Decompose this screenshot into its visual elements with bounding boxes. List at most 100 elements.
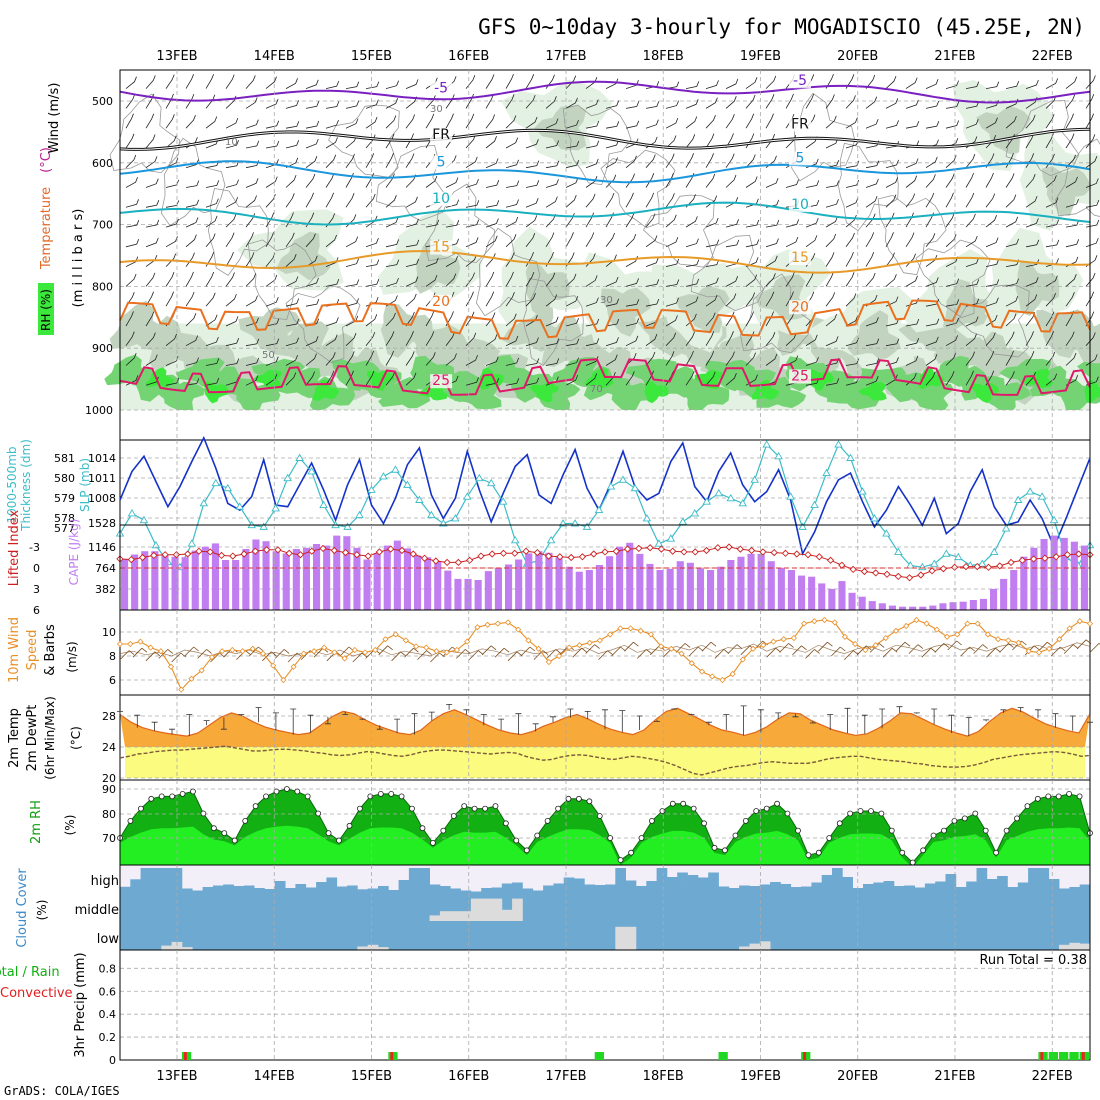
wind-barb [965, 370, 974, 386]
label-bg [789, 198, 811, 213]
wind-barb [965, 351, 975, 366]
precip-tick: 0.2 [99, 1031, 117, 1044]
wind-barb [1085, 178, 1099, 188]
rh-point [200, 810, 207, 817]
li-point [1018, 556, 1026, 564]
isotherm-label: 20 [791, 299, 809, 315]
wind-barb [745, 219, 760, 228]
wind-barb [745, 77, 758, 89]
cloud-level-label: high [91, 874, 119, 889]
wind-speed-point [1025, 648, 1032, 655]
wind-speed-point [219, 648, 226, 655]
wind-barb [285, 254, 297, 267]
wind-speed-point [811, 618, 818, 625]
wind-barb [925, 277, 939, 287]
wind-barb [766, 647, 781, 658]
wind-barb [345, 81, 360, 89]
wind-barb [185, 357, 199, 366]
wind-barb [185, 180, 200, 188]
wind-barb [325, 317, 339, 327]
wind-barb [245, 295, 258, 307]
max-temp-whisker [1035, 709, 1041, 719]
wind-barb [165, 377, 180, 386]
li-point [872, 569, 880, 577]
rh-point [419, 825, 426, 832]
wind-barb [845, 117, 858, 129]
li-point [770, 548, 778, 557]
wind-speed-point [668, 645, 675, 652]
wind-barb [445, 199, 460, 208]
wind-barb [505, 234, 517, 248]
rh-point [221, 830, 228, 836]
wind-barb [305, 138, 319, 149]
wind-barb [265, 232, 274, 248]
cape-axis-label: CAPE (J/kg) [67, 519, 81, 586]
wind-barb [405, 351, 415, 366]
thickness-point [427, 510, 436, 519]
wind-barb [265, 140, 280, 149]
wind-barb [525, 94, 536, 109]
wind-barb [605, 78, 619, 89]
li-point [691, 548, 699, 556]
li-point [330, 546, 338, 555]
wind-barb [265, 274, 278, 287]
isotherm-label: 20 [432, 294, 450, 310]
thickness-point [235, 502, 245, 510]
wind-speed-point [831, 619, 838, 626]
cloud-middle-bar [501, 909, 513, 921]
cape-bar [393, 540, 401, 610]
wind-barb [505, 271, 514, 287]
dewpoint-line [119, 745, 1091, 776]
cloud-middle-bar [470, 898, 482, 921]
max-temp-whisker [983, 719, 990, 722]
wind-barb [705, 371, 716, 386]
li-point [432, 557, 440, 565]
isotherm-line [119, 80, 1091, 104]
wind-barb [265, 297, 279, 307]
cloud-high-bar [408, 868, 420, 893]
rh-point [429, 840, 436, 846]
wind-barb [885, 252, 895, 267]
wind-speed-point [280, 676, 287, 684]
wind-barb [905, 253, 916, 267]
wind-barb [665, 258, 680, 267]
wind-barb [925, 192, 935, 208]
thickness-point [211, 478, 221, 487]
wind-barb [985, 215, 997, 228]
wind-barb [305, 192, 314, 208]
wind-barb [947, 640, 962, 651]
wind-barb [745, 176, 758, 188]
thickness-point [187, 539, 197, 547]
li-point [725, 543, 733, 551]
wind-barb [1025, 259, 1040, 267]
wind-barb [805, 180, 820, 188]
precip-tick: 0.4 [99, 1008, 117, 1021]
li-point [680, 548, 688, 556]
cape-bar [484, 571, 492, 610]
cloud-middle-bar [439, 911, 451, 921]
wind-barb [625, 212, 635, 228]
temp-axis-label: Temperature [39, 187, 54, 270]
wind-barb [625, 278, 639, 287]
li-point [702, 546, 711, 555]
wind-barb [225, 196, 239, 208]
wind-barb [185, 234, 197, 248]
cloud-high-bar [347, 885, 358, 893]
wind-barb [205, 271, 215, 287]
date-label-top: 22FEB [1032, 49, 1073, 64]
max-temp-whisker [238, 714, 245, 716]
pressure-axis-label: (m i l l i b a r s) [71, 209, 86, 308]
wind-speed-point [239, 648, 246, 655]
wind-barb [405, 196, 418, 208]
date-label-top: 21FEB [934, 49, 975, 64]
wind-barb [1065, 331, 1075, 346]
max-temp-whisker [688, 713, 695, 715]
cloud-high-bar [543, 885, 554, 893]
wind-barb [665, 153, 675, 168]
wind-barb [145, 93, 155, 109]
wind-barb [125, 239, 140, 248]
wind-barb [265, 356, 279, 366]
wind-speed-point [402, 637, 409, 644]
wind-barb [625, 173, 635, 188]
temperature-tick: 28 [102, 710, 116, 723]
